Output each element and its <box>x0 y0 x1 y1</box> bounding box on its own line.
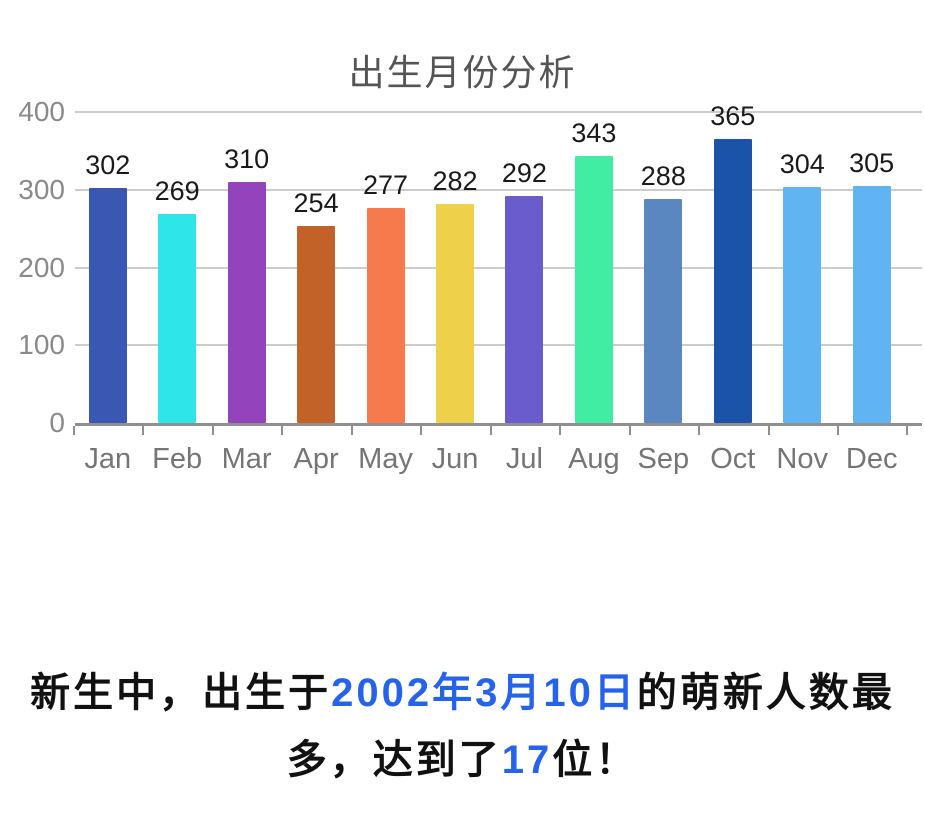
caption-line-1: 新生中，出生于2002年3月10日的萌新人数最 <box>0 660 925 727</box>
gridline <box>75 344 922 347</box>
x-axis-tick <box>281 426 284 435</box>
x-axis-tick <box>142 426 145 435</box>
x-axis-category-label: Jul <box>505 443 543 475</box>
x-axis-tick <box>73 426 75 435</box>
bar-value-label: 292 <box>501 157 547 188</box>
x-axis-tick <box>350 426 353 435</box>
bar-may <box>366 207 405 423</box>
bar-value-label: 277 <box>362 169 409 200</box>
x-axis-tick <box>836 426 839 435</box>
caption-text-segment: 新生中，出生于 <box>30 671 332 715</box>
bar-value-label: 288 <box>640 161 686 192</box>
gridline <box>75 111 922 113</box>
x-axis-tick <box>420 426 423 435</box>
bar-value-label: 282 <box>432 165 478 196</box>
bar-oct <box>713 139 752 423</box>
caption-line-2: 多，达到了17位！ <box>0 727 925 794</box>
x-axis-category-label: Feb <box>152 443 203 475</box>
x-axis-category-label: Apr <box>293 443 339 475</box>
x-axis-category-label: Mar <box>221 443 272 475</box>
chart-title: 出生月份分析 <box>348 52 577 93</box>
bar-value-label: 304 <box>779 148 825 179</box>
y-axis-tick-label: 0 <box>49 407 65 438</box>
x-axis-tick <box>767 426 770 435</box>
bar-jan <box>88 188 127 423</box>
x-axis-tick <box>698 426 701 435</box>
birth-month-bar-chart: 0 100 200 300 400 302 Jan 269 Feb 310 Mar 254 Apr 277… <box>18 96 922 475</box>
x-axis-category-label: Jan <box>84 443 132 475</box>
y-axis-tick-label: 200 <box>18 251 65 283</box>
x-axis-tick <box>906 426 909 435</box>
bar-value-label: 302 <box>85 150 131 181</box>
bar-value-label: 269 <box>154 175 200 206</box>
x-axis-category-label: Aug <box>568 443 620 475</box>
x-axis-tick <box>559 426 562 435</box>
bar-value-label: 305 <box>849 147 895 178</box>
bar-jun <box>435 203 474 423</box>
bar-mar <box>227 181 266 423</box>
bar-value-label: 310 <box>224 143 270 174</box>
x-axis-category-label: May <box>358 443 413 475</box>
bar-value-label: 365 <box>710 101 756 132</box>
x-axis-line <box>75 423 922 426</box>
x-axis-category-label: Dec <box>845 443 898 475</box>
bar-value-label: 254 <box>293 187 339 218</box>
gridline <box>75 266 922 269</box>
bar-feb <box>158 213 197 423</box>
bar-nov <box>783 186 822 423</box>
caption-text-segment: 多，达到了 <box>286 738 502 782</box>
caption-highlight-text: 2002年3月10日 <box>331 671 637 715</box>
y-axis-tick-label: 400 <box>18 96 65 127</box>
x-axis-category-label: Nov <box>776 443 828 475</box>
bar-jul <box>505 195 544 423</box>
gridline <box>75 188 922 191</box>
x-axis-category-label: Oct <box>710 443 756 475</box>
bar-dec <box>852 185 891 423</box>
bar-value-label: 343 <box>571 118 617 149</box>
bar-aug <box>574 156 613 423</box>
y-axis-tick-label: 300 <box>18 173 65 205</box>
x-axis-tick <box>628 426 631 435</box>
y-axis-tick-label: 100 <box>18 329 65 361</box>
caption-text-segment: 位！ <box>552 738 639 782</box>
x-axis-category-label: Jun <box>431 443 479 475</box>
x-axis-category-label: Sep <box>637 443 690 475</box>
caption-highlight-text: 17 <box>501 738 553 782</box>
caption-text: 新生中，出生于2002年3月10日的萌新人数最 多，达到了17位！ <box>0 660 925 794</box>
caption-text-segment: 的萌新人数最 <box>636 671 895 715</box>
x-axis-tick <box>211 426 214 435</box>
bar-sep <box>644 199 683 423</box>
bar-apr <box>297 225 336 423</box>
x-axis-tick <box>489 426 492 435</box>
